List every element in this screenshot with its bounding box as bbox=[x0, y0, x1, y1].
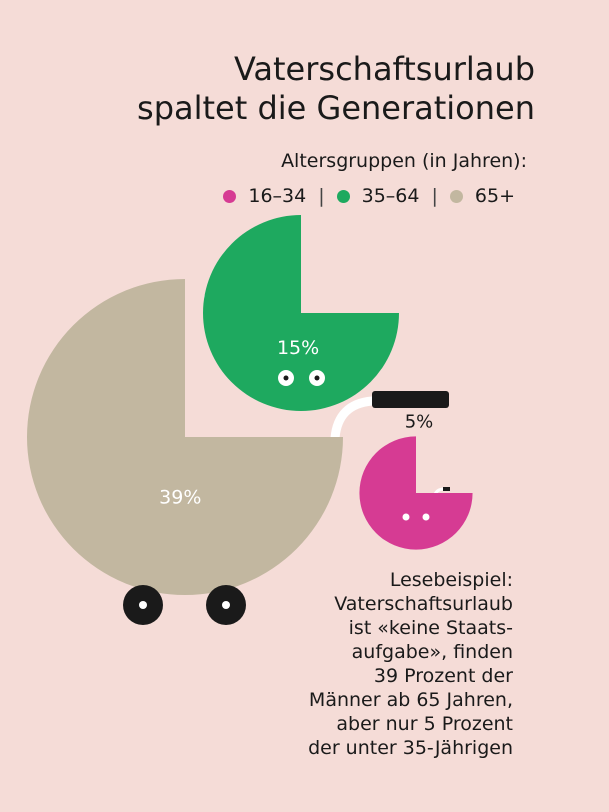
pram-wheel-hub bbox=[283, 375, 289, 381]
reading-line: 39 Prozent der bbox=[373, 665, 513, 687]
reading-line: Männer ab 65 Jahren, bbox=[308, 689, 513, 711]
reading-example: Lesebeispiel: Vaterschaftsurlaub ist «ke… bbox=[308, 568, 513, 760]
pram-wheel bbox=[402, 513, 410, 521]
legend-swatch-16-34 bbox=[223, 189, 237, 203]
slice-16-34 bbox=[359, 436, 473, 550]
pram-handle-grip bbox=[443, 487, 450, 491]
legend-swatch-65plus bbox=[449, 189, 463, 203]
slice-65plus bbox=[27, 279, 343, 595]
pram-35-64: 15% bbox=[203, 215, 399, 411]
legend: 16–34 | 35–64 | 65+ bbox=[223, 185, 515, 207]
legend-label-16-34: 16–34 bbox=[248, 185, 307, 207]
legend-swatch-35-64 bbox=[336, 189, 350, 203]
slice-35-64 bbox=[203, 215, 399, 411]
legend-title: Altersgruppen (in Jahren): bbox=[281, 150, 527, 172]
pram-wheel-hub bbox=[222, 601, 230, 609]
legend-item-16-34: 16–34 bbox=[223, 185, 306, 207]
title-line-1: Vaterschaftsurlaub bbox=[233, 50, 535, 88]
reading-line: aber nur 5 Prozent bbox=[336, 713, 513, 735]
reading-line: ist «keine Staats- bbox=[348, 617, 513, 639]
pram-wheel-hub bbox=[314, 375, 320, 381]
reading-line: Lesebeispiel: bbox=[389, 569, 513, 591]
data-label-65plus: 39% bbox=[159, 486, 201, 508]
reading-line: der unter 35-Jährigen bbox=[308, 737, 513, 759]
legend-item-35-64: 35–64 bbox=[336, 185, 420, 207]
data-label-16-34: 5% bbox=[405, 411, 434, 432]
title-line-2: spaltet die Generationen bbox=[137, 89, 535, 127]
reading-line: Vaterschaftsurlaub bbox=[334, 593, 513, 615]
pram-handle-grip bbox=[372, 391, 449, 408]
legend-label-35-64: 35–64 bbox=[361, 185, 420, 207]
legend-separator: | bbox=[431, 185, 438, 207]
pram-wheel-hub bbox=[139, 601, 147, 609]
legend-item-65plus: 65+ bbox=[449, 185, 515, 207]
data-label-35-64: 15% bbox=[277, 337, 319, 359]
pram-wheel bbox=[422, 513, 430, 521]
reading-line: aufgabe», finden bbox=[351, 641, 513, 663]
legend-separator: | bbox=[318, 185, 325, 207]
pram-16-34: 5% bbox=[359, 411, 473, 550]
chart-title: Vaterschaftsurlaub spaltet die Generatio… bbox=[137, 50, 535, 128]
pram-65plus: 39% bbox=[27, 279, 449, 625]
legend-label-65plus: 65+ bbox=[474, 185, 515, 207]
pram-handle-bar bbox=[330, 396, 377, 443]
